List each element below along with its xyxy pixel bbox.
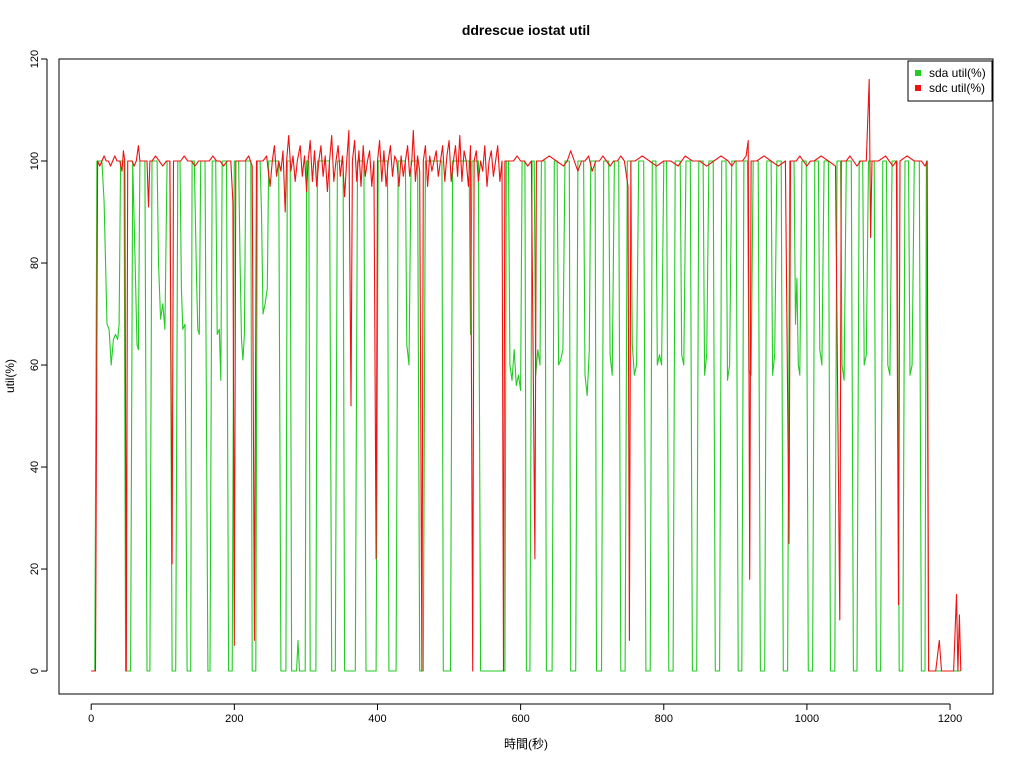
x-tick-label: 1000	[795, 713, 819, 725]
plot-frame	[58, 58, 994, 695]
x-tick-label: 400	[368, 713, 386, 725]
y-axis-label: util(%)	[3, 359, 17, 393]
legend-label-sdc: sdc util(%)	[929, 81, 985, 95]
legend-swatch-sdc	[915, 85, 921, 91]
legend-swatch-sda	[915, 70, 921, 76]
x-tick-label: 200	[225, 713, 243, 725]
x-axis-label: 時間(秒)	[504, 737, 548, 751]
y-tick-label: 0	[29, 668, 41, 674]
legend: sda util(%) sdc util(%)	[907, 60, 993, 102]
x-tick-label: 0	[88, 713, 94, 725]
y-tick-label: 100	[29, 152, 41, 170]
y-tick-label: 80	[29, 257, 41, 269]
series-line-sdc	[91, 78, 962, 672]
chart-title: ddrescue iostat util	[462, 22, 590, 38]
legend-label-sda: sda util(%)	[929, 66, 986, 80]
x-tick-label: 600	[511, 713, 529, 725]
legend-box	[907, 60, 993, 102]
x-axis: 0 200 400 600 800 1000 1200	[88, 703, 962, 725]
y-tick-label: 120	[29, 50, 41, 68]
y-tick-label: 20	[29, 563, 41, 575]
y-tick-label: 60	[29, 359, 41, 371]
x-tick-label: 800	[655, 713, 673, 725]
series-layer	[91, 78, 962, 672]
x-tick-label: 1200	[938, 713, 962, 725]
y-tick-label: 40	[29, 461, 41, 473]
y-axis: 0 20 40 60 80 100 120	[29, 50, 48, 674]
